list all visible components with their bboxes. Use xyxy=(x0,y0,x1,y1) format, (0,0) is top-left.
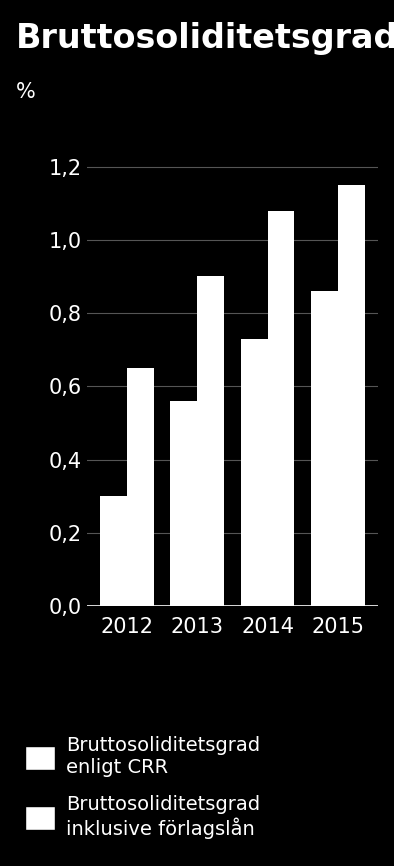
Legend: Bruttosoliditetsgrad
enligt CRR, Bruttosoliditetsgrad
inklusive förlagslån: Bruttosoliditetsgrad enligt CRR, Bruttos… xyxy=(26,736,260,839)
Bar xyxy=(127,368,154,606)
Bar xyxy=(241,339,268,606)
Bar xyxy=(100,496,127,606)
Text: %: % xyxy=(16,82,35,102)
Bar xyxy=(171,401,197,606)
Bar xyxy=(338,184,365,606)
Bar xyxy=(311,291,338,606)
Bar xyxy=(197,276,224,606)
Bar xyxy=(268,210,294,606)
Text: Bruttosoliditetsgrad: Bruttosoliditetsgrad xyxy=(16,22,394,55)
